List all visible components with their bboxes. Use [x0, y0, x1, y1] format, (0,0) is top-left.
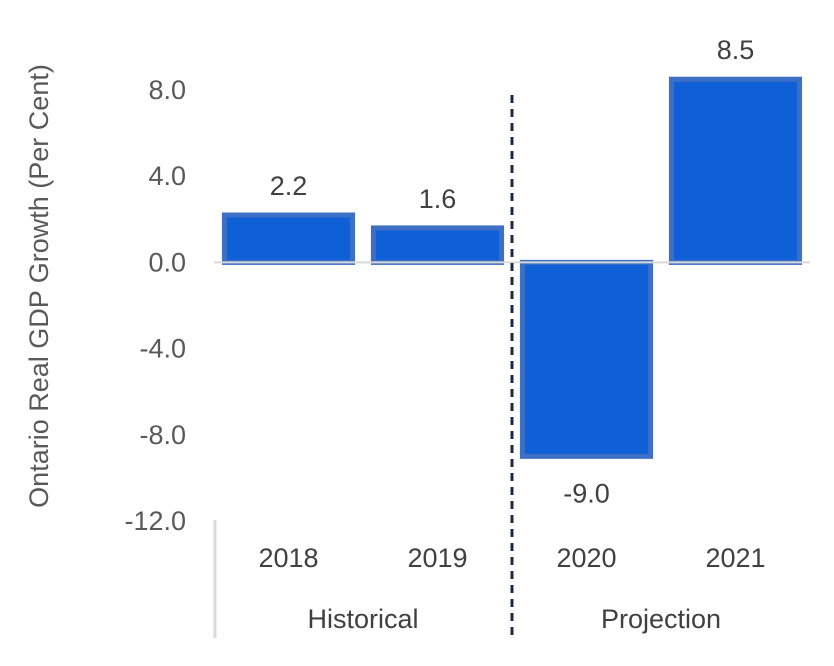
y-tick-label: 8.0	[148, 75, 186, 105]
bar-2019	[370, 225, 505, 265]
y-tick-label: 4.0	[148, 161, 186, 191]
data-label-2020: -9.0	[563, 478, 610, 508]
data-label-2019: 1.6	[419, 184, 457, 214]
category-label-2018: 2018	[258, 543, 318, 573]
data-label-2021: 8.5	[717, 35, 755, 65]
bar-2021	[668, 76, 803, 265]
y-axis-title: Ontario Real GDP Growth (Per Cent)	[24, 64, 54, 508]
category-label-2020: 2020	[556, 543, 616, 573]
bar-2020	[519, 259, 654, 459]
y-tick-label: -8.0	[139, 420, 186, 450]
y-tick-label: 0.0	[148, 247, 186, 277]
data-label-2018: 2.2	[270, 171, 308, 201]
data-labels: 2.2 1.6 -9.0 8.5	[270, 35, 755, 508]
y-tick-label: -4.0	[139, 334, 186, 364]
bar-2018	[221, 212, 356, 265]
y-tick-labels: 8.0 4.0 0.0 -4.0 -8.0 -12.0	[124, 75, 186, 536]
y-axis-title-group: Ontario Real GDP Growth (Per Cent)	[24, 64, 54, 508]
category-label-2021: 2021	[705, 543, 765, 573]
category-label-2019: 2019	[407, 543, 467, 573]
y-tick-label: -12.0	[124, 506, 186, 536]
group-label-projection: Projection	[601, 604, 721, 634]
x-category-labels: 2018 2019 2020 2021	[258, 543, 765, 573]
group-label-historical: Historical	[307, 604, 418, 634]
x-group-labels: Historical Projection	[307, 604, 721, 634]
